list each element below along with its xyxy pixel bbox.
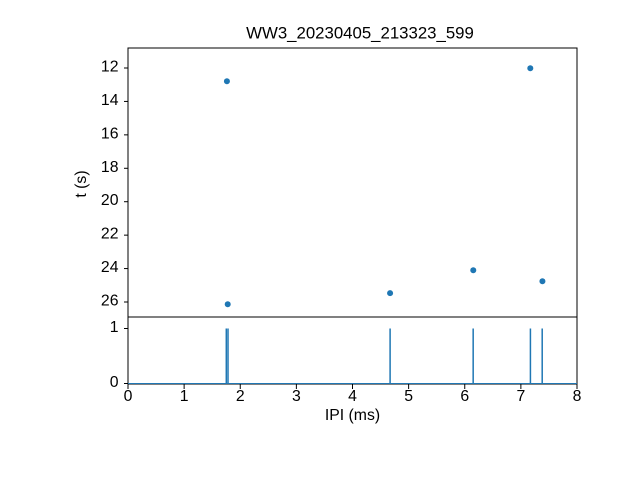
svg-text:IPI (ms): IPI (ms) [325, 407, 380, 424]
svg-text:22: 22 [101, 226, 119, 243]
svg-text:WW3_20230405_213323_599: WW3_20230405_213323_599 [246, 23, 474, 42]
svg-text:12: 12 [101, 59, 119, 76]
svg-text:0: 0 [124, 388, 133, 405]
svg-text:16: 16 [101, 125, 119, 142]
svg-text:4: 4 [348, 388, 357, 405]
svg-text:26: 26 [101, 293, 119, 310]
svg-text:6: 6 [460, 388, 469, 405]
svg-text:7: 7 [516, 388, 525, 405]
svg-text:1: 1 [180, 388, 189, 405]
svg-text:14: 14 [101, 92, 119, 109]
svg-text:t (s): t (s) [73, 170, 90, 197]
svg-text:8: 8 [573, 388, 582, 405]
svg-text:18: 18 [101, 159, 119, 176]
svg-text:3: 3 [292, 388, 301, 405]
svg-text:0: 0 [110, 374, 119, 391]
svg-text:2: 2 [236, 388, 245, 405]
svg-text:1: 1 [110, 319, 119, 336]
svg-text:24: 24 [101, 259, 119, 276]
svg-text:20: 20 [101, 192, 119, 209]
svg-text:5: 5 [404, 388, 413, 405]
